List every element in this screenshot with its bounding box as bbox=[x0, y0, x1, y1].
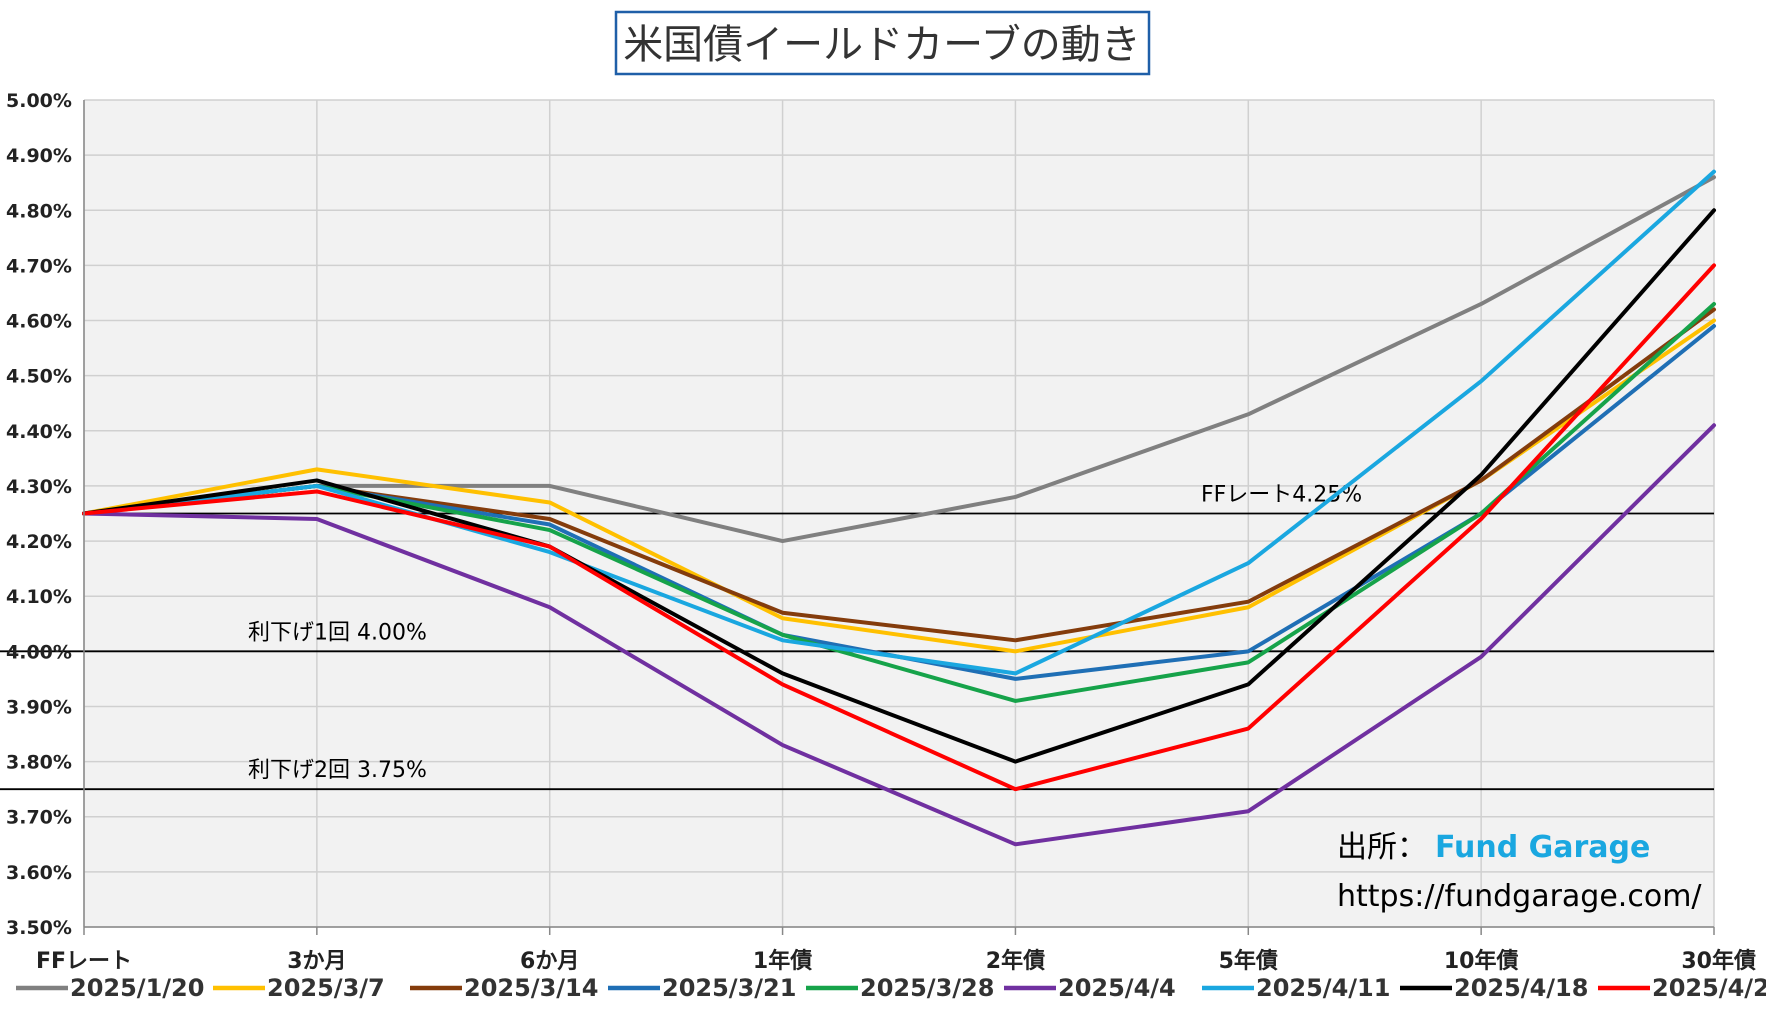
series-line bbox=[82, 208, 1716, 764]
y-tick-label: 4.60% bbox=[6, 311, 72, 333]
y-tick-label: 4.70% bbox=[6, 255, 72, 277]
y-tick-label: 3.50% bbox=[6, 917, 72, 939]
x-tick-label: FFレート bbox=[36, 949, 132, 974]
legend-label: 2025/4/18 bbox=[1454, 974, 1588, 1002]
legend-label: 2025/4/11 bbox=[1256, 974, 1390, 1002]
y-tick-label: 4.90% bbox=[6, 145, 72, 167]
y-tick-label: 4.80% bbox=[6, 200, 72, 222]
source-url: https://fundgarage.com/ bbox=[1337, 879, 1702, 914]
reference-label: 利下げ2回 3.75% bbox=[248, 758, 427, 783]
chart-title-box bbox=[614, 10, 1151, 76]
source-name: Fund Garage bbox=[1435, 830, 1650, 865]
axes: 3.50% 3.60% 3.70% 3.80% 3.90% 4.00% 4.10% 4.20%… bbox=[6, 90, 1756, 974]
series-line bbox=[82, 423, 1716, 847]
legend-label: 2025/3/14 bbox=[464, 974, 598, 1002]
y-tick-label: 3.60% bbox=[6, 862, 72, 884]
legend-label: 2025/4/25 bbox=[1652, 974, 1766, 1002]
y-tick-label: 5.00% bbox=[6, 90, 72, 112]
series-line bbox=[82, 169, 1716, 676]
y-tick-label: 4.20% bbox=[6, 531, 72, 553]
x-tick-label: 6か月 bbox=[520, 949, 579, 974]
y-tick-label: 3.80% bbox=[6, 752, 72, 774]
legend-label: 2025/3/7 bbox=[267, 974, 385, 1002]
legend: 2025/1/20 2025/3/7 2025/3/14 2025/3/21 2025/… bbox=[16, 974, 1766, 1002]
x-tick-label: 30年債 bbox=[1681, 948, 1756, 974]
legend-label: 2025/1/20 bbox=[70, 974, 204, 1002]
y-tick-label: 4.00% bbox=[6, 641, 72, 663]
y-tick-label: 3.70% bbox=[6, 807, 72, 829]
series-lines bbox=[82, 169, 1716, 847]
x-tick-label: 2年債 bbox=[986, 948, 1045, 974]
x-tick-label: 1年債 bbox=[753, 948, 812, 974]
chart-title: 米国債イールドカーブの動き bbox=[623, 22, 1141, 68]
x-tick-label: 10年債 bbox=[1444, 948, 1519, 974]
y-tick-label: 4.40% bbox=[6, 421, 72, 443]
y-tick-label: 4.10% bbox=[6, 586, 72, 608]
series-line bbox=[82, 263, 1716, 792]
x-tick-label: 5年債 bbox=[1219, 948, 1278, 974]
series-line bbox=[82, 175, 1716, 544]
legend-label: 2025/3/28 bbox=[860, 974, 994, 1002]
source-label: 出所： bbox=[1337, 830, 1427, 865]
y-tick-label: 3.90% bbox=[6, 696, 72, 718]
legend-label: 2025/4/4 bbox=[1058, 974, 1176, 1002]
legend-label: 2025/3/21 bbox=[662, 974, 796, 1002]
reference-lines: FFレート4.25%利下げ1回 4.00%利下げ2回 3.75% bbox=[0, 483, 1714, 791]
reference-label: 利下げ1回 4.00% bbox=[248, 620, 427, 645]
y-tick-label: 4.50% bbox=[6, 366, 72, 388]
x-tick-label: 3か月 bbox=[287, 949, 346, 974]
y-tick-label: 4.30% bbox=[6, 476, 72, 498]
